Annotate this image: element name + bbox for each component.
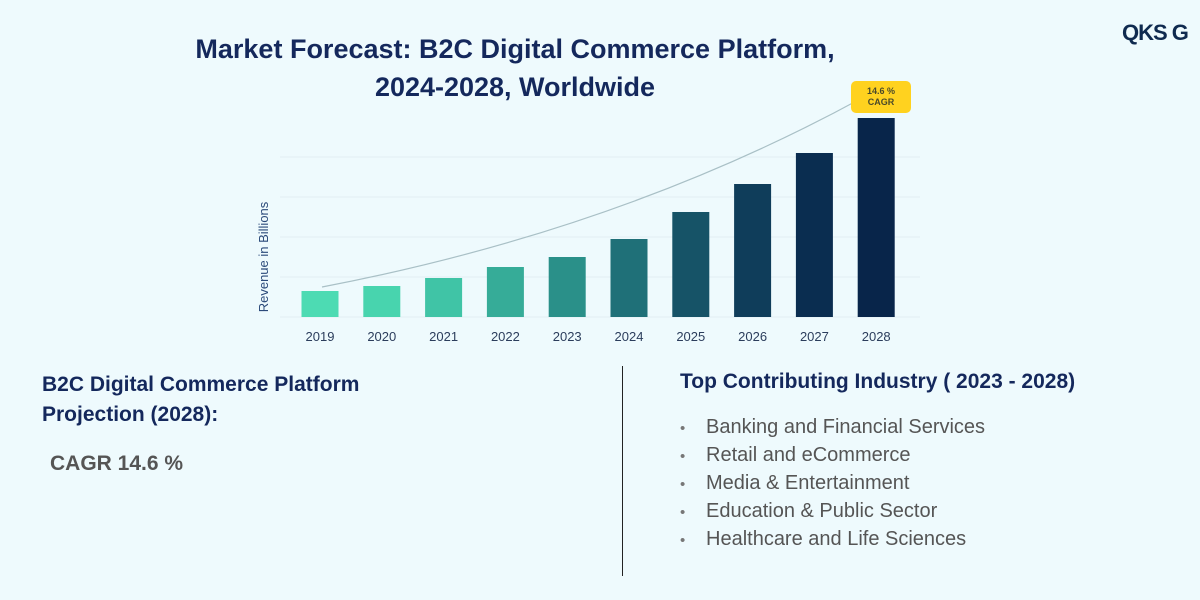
x-tick-label: 2025 bbox=[676, 329, 705, 344]
bar-2027 bbox=[795, 153, 833, 317]
bar-2028 bbox=[857, 118, 895, 317]
x-tick-label: 2023 bbox=[553, 329, 582, 344]
bar-chart: Revenue in Billions 2019 2020 2021 2022 2023 2… bbox=[256, 81, 920, 344]
x-tick-label: 2027 bbox=[800, 329, 829, 344]
x-tick-label: 2019 bbox=[306, 329, 335, 344]
bar-2020 bbox=[363, 286, 401, 317]
cagr-value: CAGR 14.6 % bbox=[50, 452, 184, 475]
title-line-2: 2024-2028, Worldwide bbox=[374, 72, 656, 102]
industry-list: Banking and Financial Services Retail an… bbox=[680, 414, 985, 554]
x-tick-label: 2020 bbox=[367, 329, 396, 344]
divider bbox=[622, 366, 623, 576]
y-axis-label: Revenue in Billions bbox=[256, 201, 271, 312]
x-tick-label: 2021 bbox=[429, 329, 458, 344]
bar-2026 bbox=[734, 184, 772, 317]
projection-heading: B2C Digital Commerce Platform Projection … bbox=[42, 370, 359, 430]
projection-heading-line-2: Projection (2028): bbox=[42, 403, 219, 426]
cagr-badge-text: 14.6 % bbox=[867, 86, 895, 96]
list-item: Education & Public Sector bbox=[680, 498, 985, 526]
bar-2022 bbox=[486, 267, 524, 317]
projection-heading-line-1: B2C Digital Commerce Platform bbox=[42, 373, 360, 396]
list-item: Healthcare and Life Sciences bbox=[680, 526, 985, 554]
bar-2023 bbox=[548, 257, 586, 317]
bar-2025 bbox=[672, 212, 710, 317]
cagr-badge-text: CAGR bbox=[868, 97, 895, 107]
title-line-1: Market Forecast: B2C Digital Commerce Pl… bbox=[195, 34, 835, 64]
industry-heading: Top Contributing Industry ( 2023 - 2028) bbox=[680, 370, 1076, 393]
x-tick-label: 2022 bbox=[491, 329, 520, 344]
qks-logo: QKS G bbox=[1122, 20, 1189, 45]
x-tick-label: 2024 bbox=[615, 329, 644, 344]
list-item: Media & Entertainment bbox=[680, 470, 985, 498]
cagr-badge bbox=[851, 81, 911, 113]
trend-curve bbox=[321, 97, 863, 288]
bar-2024 bbox=[610, 239, 648, 317]
bar-2021 bbox=[425, 278, 463, 317]
list-item: Banking and Financial Services bbox=[680, 414, 985, 442]
x-tick-label: 2026 bbox=[738, 329, 767, 344]
chart-title: Market Forecast: B2C Digital Commerce Pl… bbox=[0, 30, 1030, 106]
list-item: Retail and eCommerce bbox=[680, 442, 985, 470]
bar-2019 bbox=[301, 291, 339, 317]
x-tick-label: 2028 bbox=[862, 329, 891, 344]
